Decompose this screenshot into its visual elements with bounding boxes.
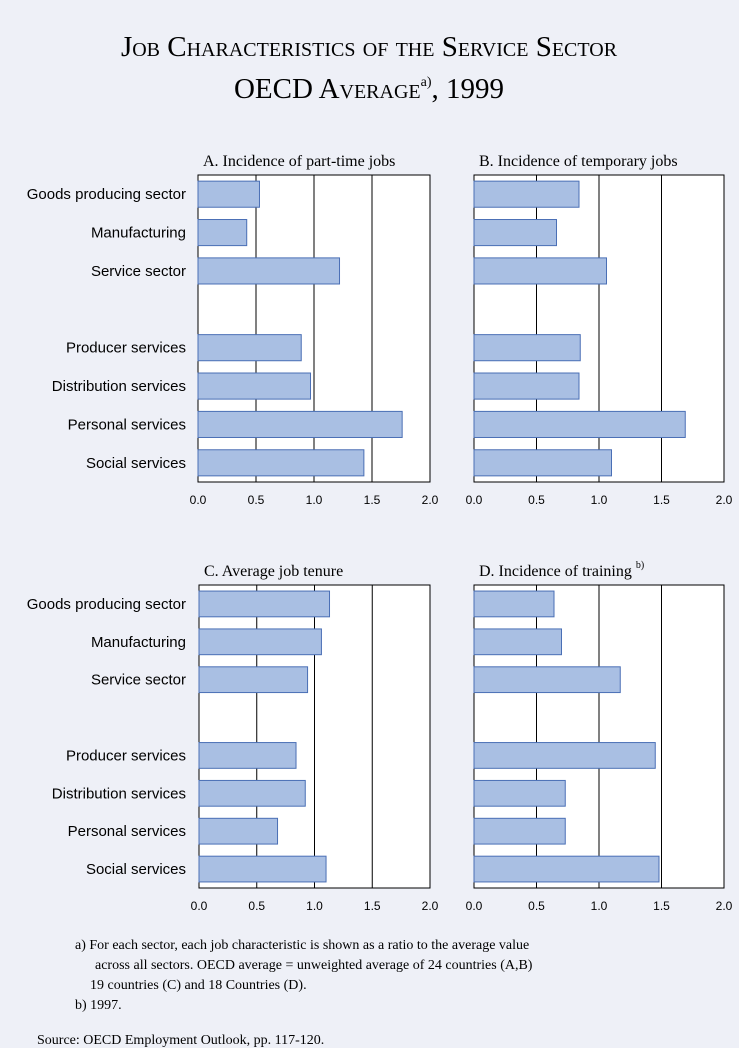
- subtitle-text: D. Incidence of training: [479, 563, 632, 580]
- source: Source: OECD Employment Outlook, pp. 117…: [37, 1033, 324, 1048]
- x-tick-label: 2.0: [716, 899, 733, 913]
- title-end: , 1999: [432, 73, 505, 105]
- note: a) For each sector, each job characteris…: [75, 938, 529, 953]
- bar: [473, 628, 562, 656]
- subtitle: B. Incidence of temporary jobs: [479, 153, 678, 170]
- bar: [197, 372, 312, 400]
- category-label: Distribution services: [52, 378, 186, 395]
- bar: [473, 219, 557, 247]
- x-tick-label: 0.0: [190, 493, 207, 507]
- category-label: Social services: [86, 455, 186, 472]
- bar: [473, 817, 566, 845]
- title-line2: OECD Averagea), 1999: [234, 73, 504, 105]
- bar: [198, 742, 297, 769]
- x-tick-label: 1.0: [591, 899, 608, 913]
- bar: [197, 219, 248, 247]
- note: across all sectors. OECD average = unwei…: [95, 958, 533, 973]
- x-tick-label: 1.5: [653, 493, 670, 507]
- category-label: Social services: [86, 861, 186, 878]
- bar: [197, 410, 403, 438]
- subtitle: D. Incidence of training b): [479, 560, 644, 580]
- bar: [198, 855, 327, 883]
- x-tick-label: 2.0: [716, 493, 733, 507]
- note: 19 countries (C) and 18 Countries (D).: [90, 978, 307, 993]
- category-label: Service sector: [91, 263, 186, 280]
- bar: [198, 666, 309, 694]
- bar: [473, 180, 580, 208]
- category-label: Goods producing sector: [27, 596, 186, 613]
- x-tick-label: 0.5: [248, 899, 265, 913]
- x-tick-label: 1.5: [653, 899, 670, 913]
- notes: a) For each sector, each job characteris…: [37, 938, 533, 1048]
- x-tick-label: 1.0: [306, 493, 323, 507]
- subtitle-text: C. Average job tenure: [204, 563, 343, 580]
- bar: [473, 334, 581, 362]
- bar: [473, 779, 566, 807]
- note: b) 1997.: [75, 998, 122, 1013]
- title-note: a): [421, 75, 432, 90]
- x-tick-label: 0.0: [466, 899, 483, 913]
- bar: [473, 372, 580, 400]
- category-label: Producer services: [66, 340, 186, 357]
- bar: [473, 449, 612, 477]
- x-tick-label: 0.5: [248, 493, 265, 507]
- category-label: Producer services: [66, 747, 186, 764]
- category-label: Personal services: [68, 416, 186, 433]
- title-text: OECD Average: [234, 73, 421, 105]
- category-label: Personal services: [68, 823, 186, 840]
- bar: [198, 590, 331, 618]
- bar: [473, 257, 607, 285]
- bar: [197, 180, 260, 208]
- bar: [473, 666, 621, 694]
- bar: [198, 628, 322, 656]
- bar: [197, 449, 365, 477]
- category-label: Manufacturing: [91, 225, 186, 242]
- subtitle: C. Average job tenure: [204, 563, 343, 580]
- x-tick-label: 1.5: [364, 493, 381, 507]
- category-label: Service sector: [91, 672, 186, 689]
- x-tick-label: 0.0: [466, 493, 483, 507]
- x-tick-label: 0.0: [191, 899, 208, 913]
- category-label: Distribution services: [52, 785, 186, 802]
- bar: [473, 590, 555, 618]
- bar: [197, 257, 341, 285]
- bar: [198, 779, 306, 807]
- bar: [197, 334, 302, 362]
- x-tick-label: 1.0: [591, 493, 608, 507]
- bar: [473, 742, 656, 769]
- subtitle-text: A. Incidence of part-time jobs: [203, 153, 395, 170]
- bar: [473, 410, 686, 438]
- bar: [473, 855, 660, 883]
- category-label: Goods producing sector: [27, 186, 186, 203]
- subtitle-text: B. Incidence of temporary jobs: [479, 153, 678, 170]
- x-tick-label: 1.5: [364, 899, 381, 913]
- x-tick-label: 2.0: [422, 899, 439, 913]
- bar: [198, 817, 279, 845]
- x-tick-label: 1.0: [306, 899, 323, 913]
- x-tick-label: 2.0: [422, 493, 439, 507]
- x-tick-label: 0.5: [528, 899, 545, 913]
- subtitle: A. Incidence of part-time jobs: [203, 153, 395, 170]
- subtitle-note: b): [636, 560, 644, 571]
- category-label: Manufacturing: [91, 634, 186, 651]
- title-line1: Job Characteristics of the Service Secto…: [121, 31, 618, 63]
- x-tick-label: 0.5: [528, 493, 545, 507]
